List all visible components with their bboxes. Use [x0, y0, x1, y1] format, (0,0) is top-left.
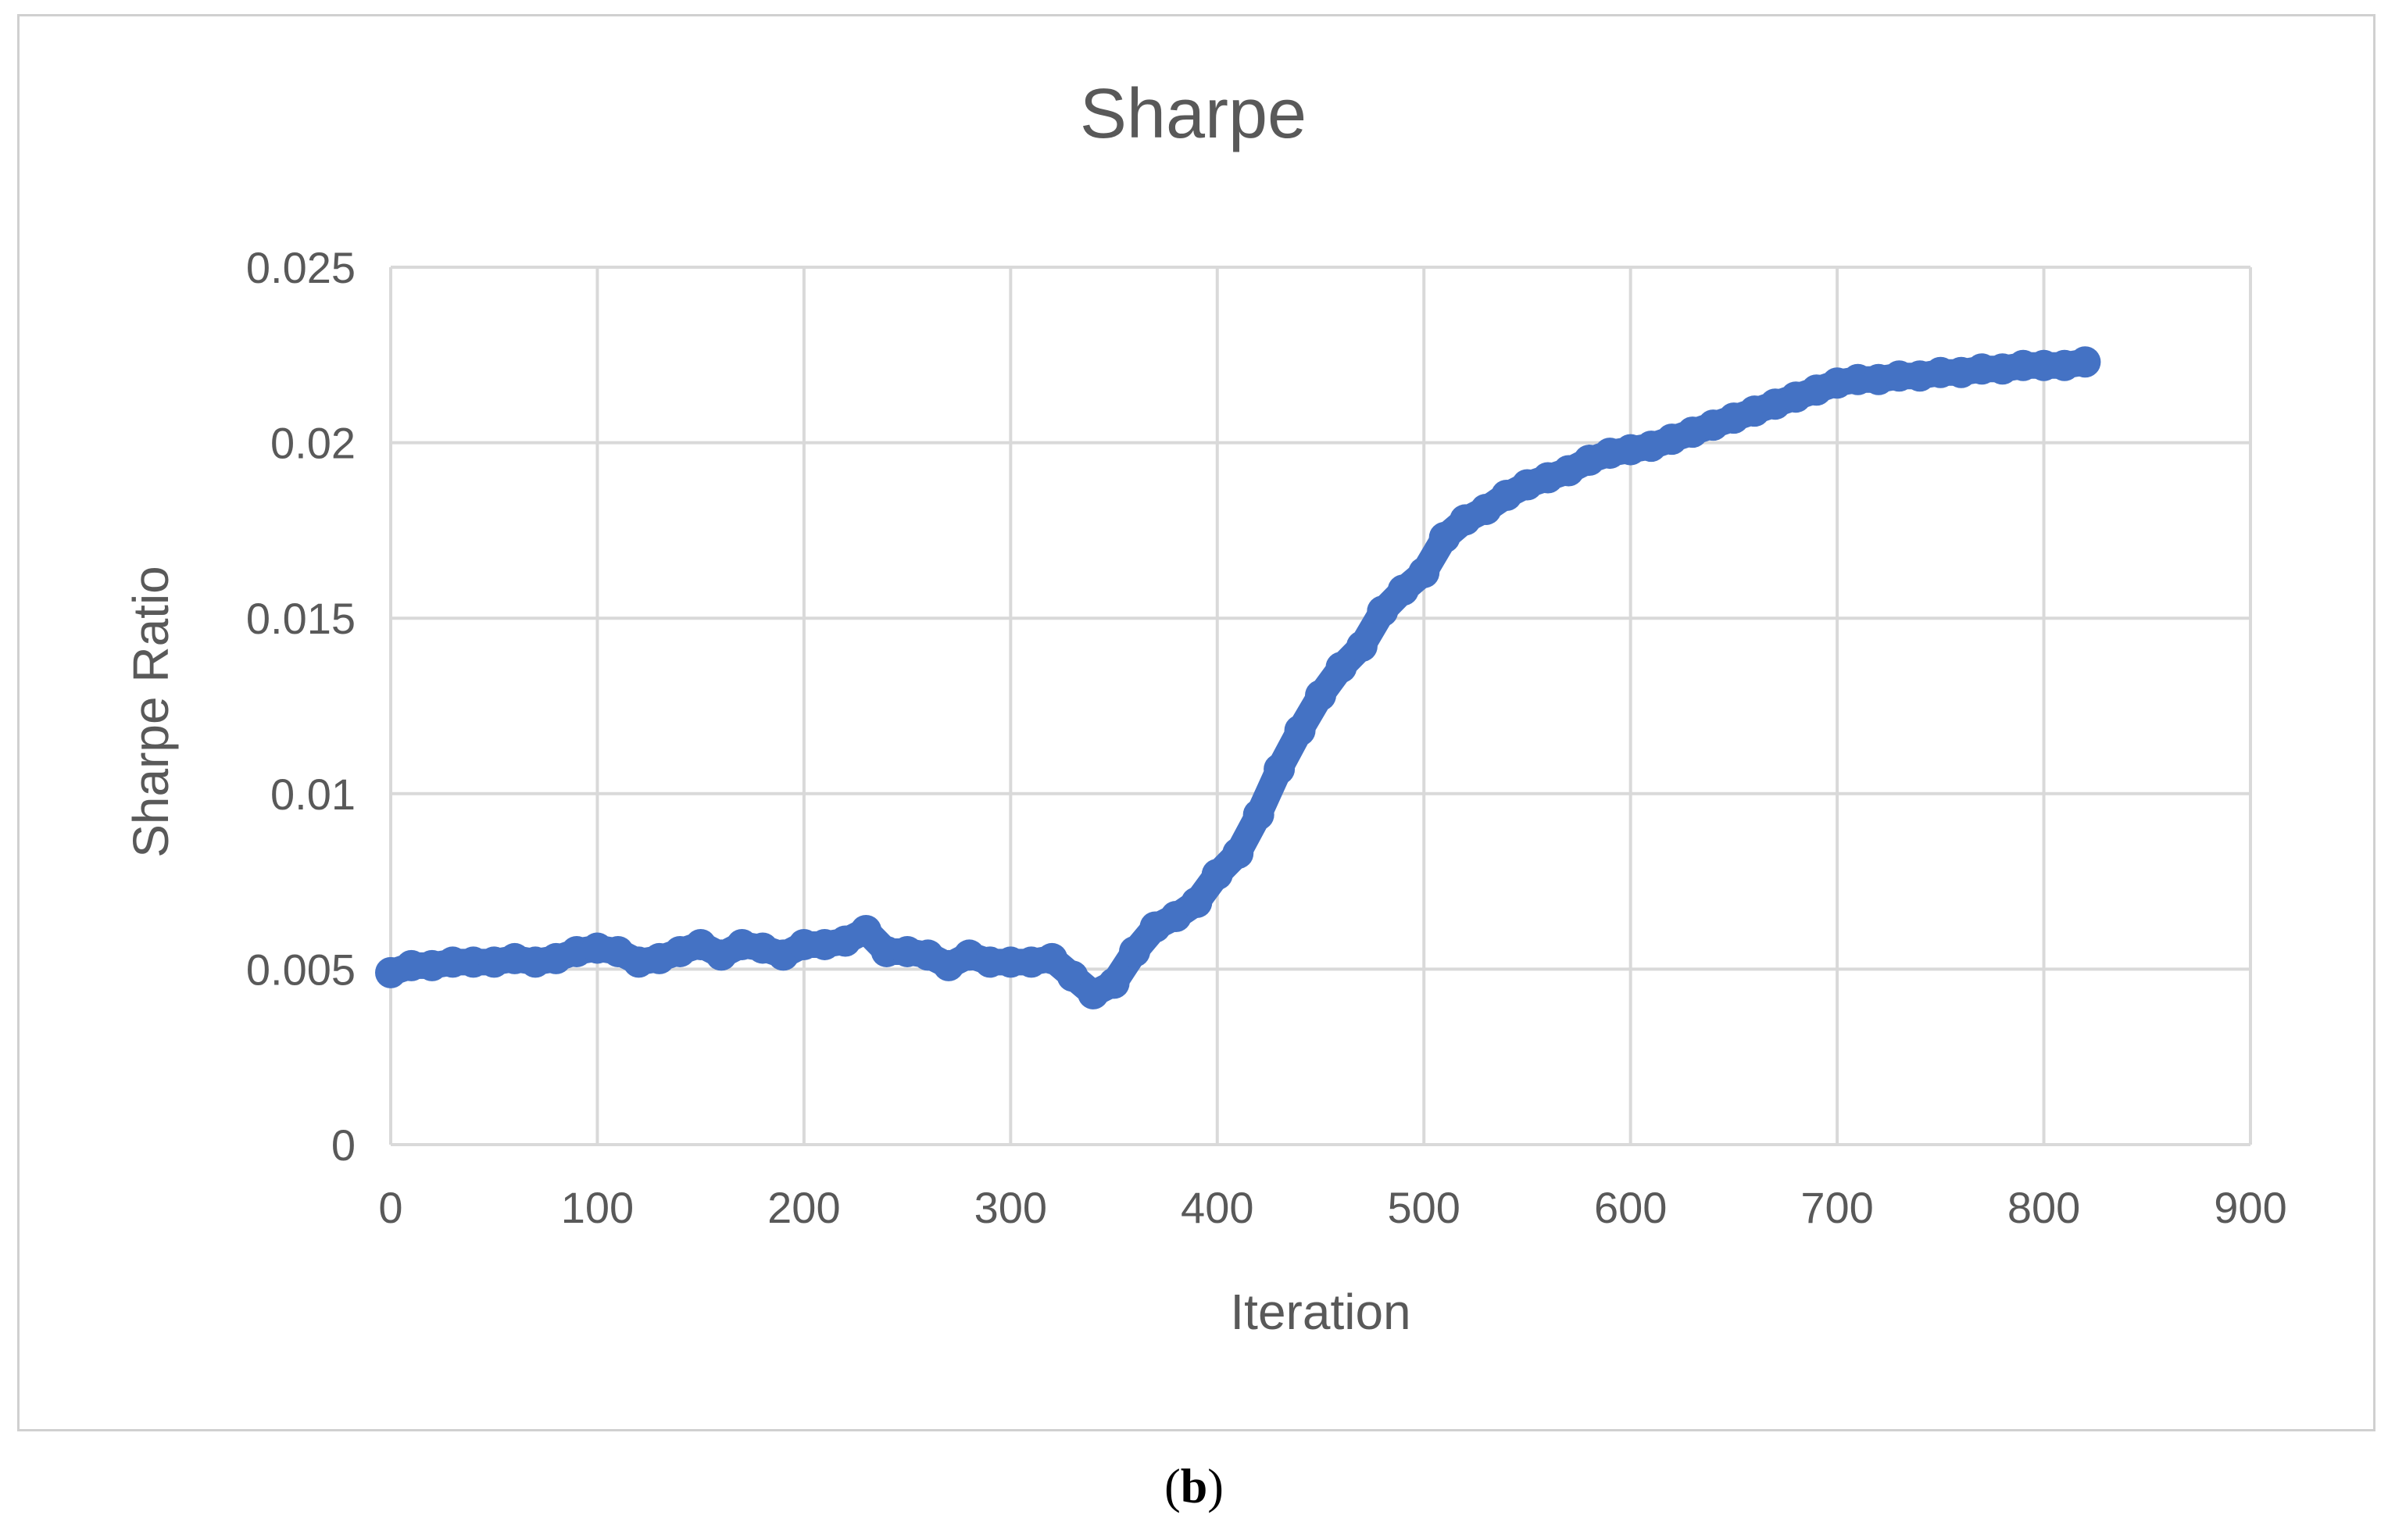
- x-tick-label: 600: [1594, 1183, 1667, 1232]
- y-tick-label: 0.005: [246, 945, 356, 994]
- sharpe-chart: 0 100 200 300 400 500 600 700 800 900 0 0.005 0.01 0.…: [123, 75, 2287, 1340]
- x-tick-label: 400: [1181, 1183, 1253, 1232]
- x-tick-label: 800: [2007, 1183, 2080, 1232]
- data-point: [1367, 595, 1399, 627]
- data-point: [1325, 652, 1357, 684]
- data-point: [1098, 967, 1130, 999]
- data-point: [1222, 838, 1254, 870]
- y-axis-label: Sharpe Ratio: [123, 566, 179, 858]
- series-line: [377, 348, 2099, 1007]
- x-tick-label: 300: [974, 1183, 1047, 1232]
- x-tick-label: 100: [561, 1183, 634, 1232]
- y-tick-label: 0.01: [270, 770, 356, 819]
- data-point: [1201, 859, 1233, 891]
- data-point: [1387, 574, 1419, 606]
- y-tick-label: 0: [331, 1120, 356, 1170]
- data-point: [1284, 714, 1316, 746]
- series-sharpe: [375, 346, 2101, 1009]
- caption-close: ): [1207, 1460, 1224, 1513]
- x-tick-label: 900: [2214, 1183, 2286, 1232]
- data-point: [1305, 680, 1336, 712]
- x-tick-label: 0: [378, 1183, 402, 1232]
- data-point: [1242, 799, 1274, 831]
- x-tick-label: 500: [1388, 1183, 1460, 1232]
- data-point: [1408, 556, 1440, 588]
- grid: [389, 266, 2252, 1146]
- data-point: [1428, 521, 1460, 553]
- x-tick-label: 700: [1800, 1183, 1873, 1232]
- caption-open: (: [1164, 1460, 1181, 1513]
- y-tick-label: 0.025: [246, 243, 356, 292]
- data-point: [1056, 960, 1089, 992]
- y-tick-label: 0.015: [246, 594, 356, 643]
- caption-letter: b: [1180, 1460, 1208, 1513]
- data-point: [850, 914, 882, 946]
- figure-caption: (b): [0, 1460, 2388, 1515]
- data-point: [1264, 753, 1296, 785]
- data-point: [1346, 631, 1378, 663]
- chart-frame: 0 100 200 300 400 500 600 700 800 900 0 0.005 0.01 0.…: [17, 14, 2375, 1431]
- y-tick-label: 0.02: [270, 419, 356, 468]
- data-point: [1119, 935, 1150, 967]
- x-tick-label: 200: [767, 1183, 840, 1232]
- tick-labels: 0 100 200 300 400 500 600 700 800 900 0 0.005 0.01 0.…: [246, 243, 2287, 1232]
- data-point: [2069, 346, 2101, 378]
- data-point: [1181, 887, 1213, 919]
- x-axis-label: Iteration: [1230, 1284, 1410, 1340]
- chart-title: Sharpe: [1080, 75, 1307, 153]
- data-point: [1036, 942, 1068, 974]
